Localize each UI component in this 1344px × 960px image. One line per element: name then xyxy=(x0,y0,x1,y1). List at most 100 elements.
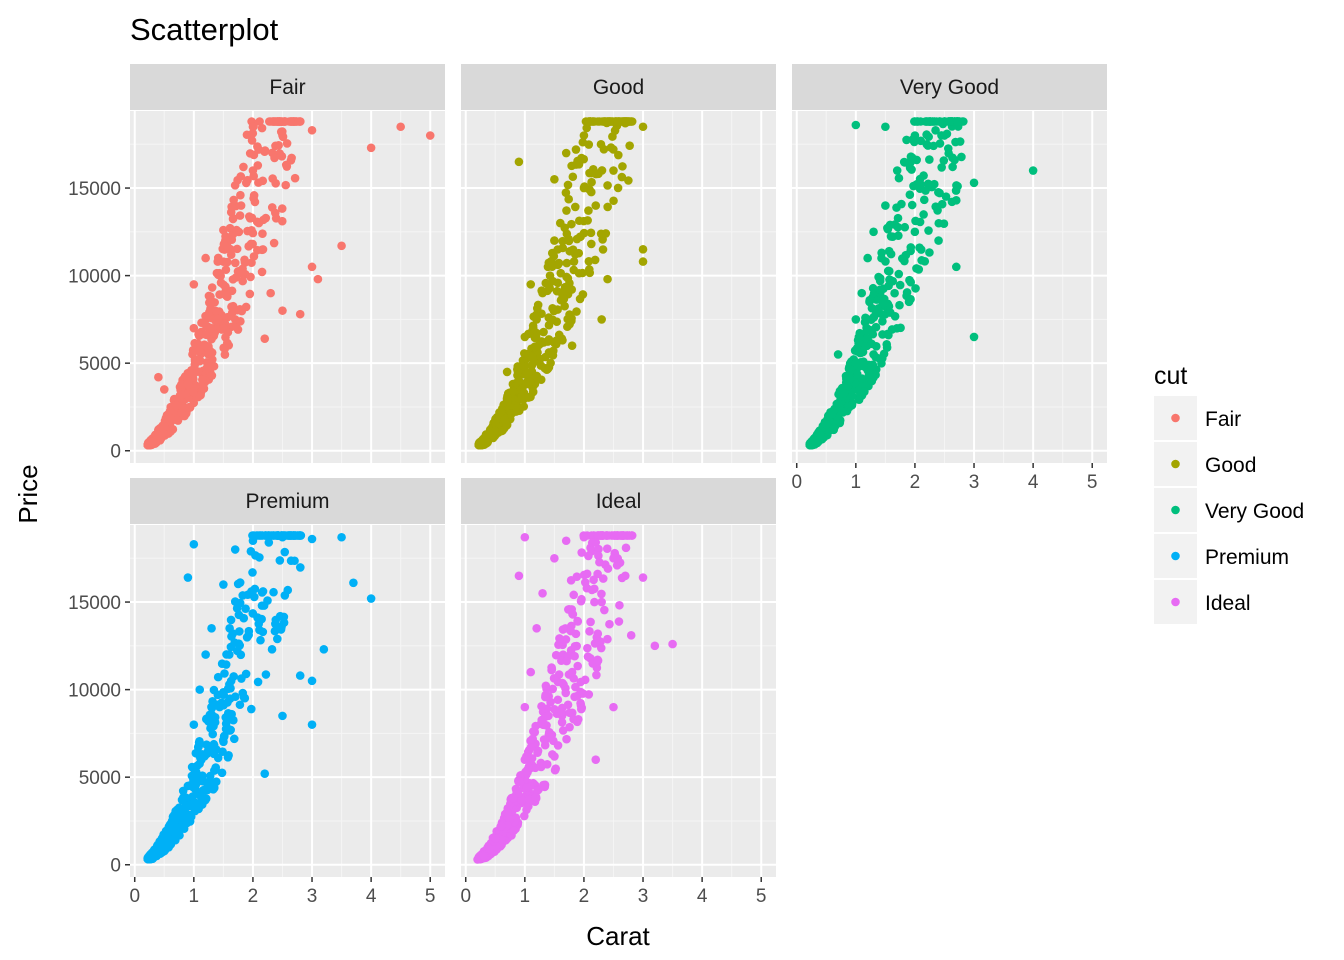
data-point xyxy=(255,117,264,126)
x-tick-label: 4 xyxy=(366,886,377,907)
data-point xyxy=(562,656,571,666)
data-point xyxy=(396,122,405,132)
data-point xyxy=(541,692,550,702)
data-point xyxy=(257,601,267,610)
data-point xyxy=(896,323,905,333)
data-point xyxy=(539,735,549,744)
chart-title: Scatterplot xyxy=(130,12,279,47)
data-point xyxy=(593,655,602,665)
data-point xyxy=(526,280,536,289)
data-point xyxy=(260,334,270,343)
data-point xyxy=(583,643,592,653)
data-point xyxy=(560,301,569,311)
data-point xyxy=(148,849,157,859)
data-point xyxy=(893,213,903,223)
data-point xyxy=(869,313,879,322)
facet-strip-label: Very Good xyxy=(900,76,999,99)
data-point xyxy=(170,833,179,843)
data-point xyxy=(188,387,198,397)
data-point xyxy=(154,842,163,852)
data-point xyxy=(245,213,255,223)
data-point xyxy=(166,413,176,423)
data-point xyxy=(502,807,512,817)
data-point xyxy=(549,674,559,683)
data-point xyxy=(550,752,559,761)
data-point xyxy=(869,227,878,237)
data-point xyxy=(264,538,274,547)
legend-label: Fair xyxy=(1205,408,1241,431)
data-point xyxy=(313,274,323,284)
data-point xyxy=(282,162,292,171)
data-point xyxy=(237,269,247,279)
data-point xyxy=(209,721,218,731)
data-point xyxy=(514,157,524,167)
x-tick-label: 2 xyxy=(579,886,590,907)
y-tick-label: 15000 xyxy=(68,593,121,614)
data-point xyxy=(612,561,622,570)
data-point xyxy=(282,139,292,148)
data-point xyxy=(544,320,554,330)
data-point xyxy=(933,206,942,215)
data-point xyxy=(239,613,249,623)
x-tick-label: 1 xyxy=(520,886,531,907)
data-point xyxy=(191,381,200,390)
y-tick-label: 15000 xyxy=(68,179,121,200)
data-point xyxy=(553,695,563,705)
data-point xyxy=(211,763,221,772)
data-point xyxy=(183,379,193,389)
data-point xyxy=(250,584,260,594)
data-point xyxy=(618,162,627,171)
data-point xyxy=(560,282,570,292)
data-point xyxy=(225,694,235,703)
data-point xyxy=(603,634,612,644)
data-point xyxy=(584,256,594,266)
data-point xyxy=(238,276,248,286)
data-point xyxy=(557,707,566,717)
data-point xyxy=(202,357,212,367)
data-point xyxy=(610,126,620,135)
data-point xyxy=(884,246,894,256)
data-point xyxy=(567,341,577,350)
data-point xyxy=(221,291,231,300)
data-point xyxy=(582,123,591,133)
data-point xyxy=(227,202,236,212)
data-point xyxy=(910,131,920,140)
data-point xyxy=(878,316,887,326)
data-point xyxy=(550,174,559,184)
data-point xyxy=(555,634,564,643)
facet-strip xyxy=(130,478,445,524)
data-point xyxy=(553,741,563,750)
data-point xyxy=(934,218,944,228)
data-point xyxy=(881,122,890,132)
data-point xyxy=(232,225,241,235)
data-point xyxy=(189,280,199,289)
data-point xyxy=(280,547,290,557)
data-point xyxy=(201,793,210,803)
data-point xyxy=(286,156,296,165)
data-point xyxy=(867,339,876,349)
x-tick-label: 3 xyxy=(969,472,980,493)
data-point xyxy=(919,195,929,205)
data-point xyxy=(159,830,169,840)
data-point xyxy=(881,257,890,266)
data-point xyxy=(286,117,295,126)
facet-strip xyxy=(461,478,776,524)
data-point xyxy=(220,731,229,741)
data-point xyxy=(587,177,596,187)
data-point xyxy=(254,218,264,228)
data-point xyxy=(532,624,541,633)
data-point xyxy=(233,579,243,589)
facet-strip-label: Premium xyxy=(245,490,329,513)
data-point xyxy=(562,734,571,744)
data-point xyxy=(579,532,589,542)
data-point xyxy=(561,536,571,546)
data-point xyxy=(520,362,530,371)
data-point xyxy=(249,252,259,261)
data-point xyxy=(565,708,574,718)
data-point xyxy=(154,372,163,382)
facet-good: Good xyxy=(461,64,776,463)
data-point xyxy=(550,705,559,714)
data-point xyxy=(269,531,279,540)
data-point xyxy=(593,629,603,639)
data-point xyxy=(177,795,187,805)
